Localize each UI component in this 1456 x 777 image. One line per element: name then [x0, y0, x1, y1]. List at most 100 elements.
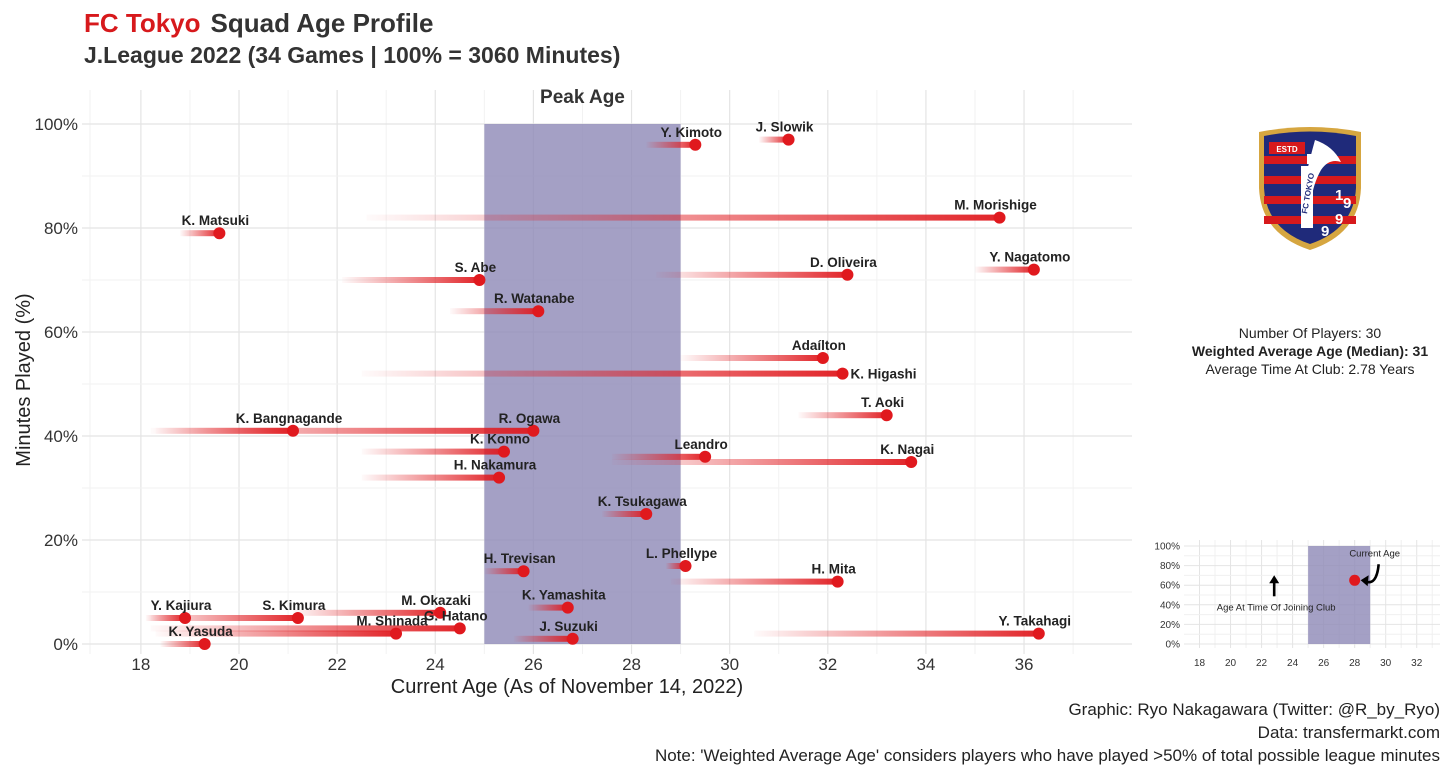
joining-tail: [150, 625, 460, 632]
joining-age-arrowhead: [1269, 575, 1280, 584]
x-tick-label: 18: [131, 655, 150, 674]
player-label: K. Nagai: [880, 442, 934, 457]
joining-tail: [611, 453, 706, 460]
legend-inset-chart: 18 20 22 24 26 28 30 32 0% 20% 40% 60% 80% 100% Curre…: [1154, 540, 1440, 670]
player-point: [640, 508, 653, 520]
player-label: K. Matsuki: [182, 213, 250, 228]
x-tick-label: 30: [720, 655, 739, 674]
player-point: [816, 352, 829, 364]
svg-text:1: 1: [1335, 187, 1343, 204]
x-tick-label: 36: [1015, 655, 1034, 674]
joining-tail: [150, 615, 298, 621]
svg-text:9: 9: [1343, 195, 1351, 212]
chart-caption: Graphic: Ryo Nakagawara (Twitter: @R_by_…: [655, 698, 1440, 767]
peak-age-label: Peak Age: [540, 87, 625, 108]
player-point: [841, 268, 854, 281]
player-point: [679, 560, 692, 572]
inset-x-tick-label: 22: [1256, 658, 1268, 669]
inset-y-tick-label: 40%: [1160, 600, 1180, 611]
player-label: K. Tsukagawa: [598, 494, 688, 509]
inset-axis-ticks: 18 20 22 24 26 28 30 32 0% 20% 40% 60% 80% 100%: [1154, 542, 1422, 670]
joining-tail: [759, 136, 789, 143]
inset-x-tick-label: 32: [1411, 658, 1423, 669]
player-point: [699, 450, 712, 463]
joining-tail: [155, 630, 397, 637]
player-point: [689, 138, 702, 151]
inset-example-point: [1349, 574, 1361, 586]
caption-note: Note: 'Weighted Average Age' considers p…: [654, 746, 1440, 765]
x-tick-label: 32: [818, 655, 837, 674]
player-point: [831, 575, 844, 588]
player-point: [179, 612, 192, 624]
y-tick-label: 0%: [53, 635, 78, 654]
player-point: [286, 424, 299, 437]
joining-tail: [366, 214, 1000, 221]
player-label: M. Shinada: [356, 614, 428, 629]
player-point: [493, 471, 506, 484]
inset-x-tick-label: 26: [1318, 658, 1330, 669]
axis-ticks: 18 20 22 24 26 28 30 32 34 36 0% 20% 40% 60% 80% 100%: [35, 115, 1034, 674]
player-label: M. Morishige: [954, 198, 1037, 213]
x-tick-label: 20: [230, 655, 249, 674]
y-tick-label: 20%: [44, 531, 78, 550]
joining-tail: [602, 511, 647, 517]
y-tick-label: 40%: [44, 427, 78, 446]
player-label: R. Watanabe: [494, 291, 575, 306]
player-label: H. Nakamura: [454, 458, 537, 473]
x-axis-title: Current Age (As of November 14, 2022): [391, 676, 743, 698]
joining-tail: [680, 355, 823, 361]
joining-tail: [665, 563, 686, 569]
inset-y-tick-label: 20%: [1160, 620, 1180, 631]
inset-x-tick-label: 24: [1287, 658, 1299, 669]
joining-tail: [974, 266, 1034, 273]
inset-peak-band: [1308, 546, 1371, 644]
player-label: J. Slowik: [756, 120, 814, 135]
svg-text:ESTD: ESTD: [1276, 145, 1298, 154]
joining-tail: [528, 604, 568, 611]
joining-tail: [754, 630, 1039, 637]
player-point: [213, 227, 226, 240]
joining-tails: [145, 136, 1039, 647]
inset-y-tick-label: 60%: [1160, 581, 1180, 592]
caption-credit: Graphic: Ryo Nakagawara (Twitter: @R_by_…: [1068, 700, 1440, 719]
player-point: [473, 274, 486, 286]
player-point: [782, 133, 795, 146]
joining-tail: [646, 141, 696, 148]
player-label: Leandro: [674, 437, 727, 452]
player-point: [453, 622, 466, 635]
inset-x-tick-label: 18: [1194, 658, 1206, 669]
player-point: [532, 305, 545, 318]
inset-y-tick-label: 100%: [1154, 542, 1180, 553]
stat-average-time-at-club: Average Time At Club: 2.78 Years: [1205, 361, 1415, 377]
x-tick-label: 34: [916, 655, 935, 674]
inset-x-tick-label: 28: [1349, 658, 1361, 669]
player-label: Y. Takahagi: [999, 614, 1072, 629]
player-label: M. Okazaki: [401, 593, 471, 608]
club-crest-logo: ESTD FC TOKYO 1 9 9 9: [1259, 127, 1361, 250]
x-tick-label: 28: [622, 655, 641, 674]
player-point: [390, 627, 403, 640]
player-label: H. Trevisan: [484, 551, 556, 566]
player-label: K. Konno: [470, 432, 530, 447]
chart-subtitle: J.League 2022 (34 Games | 100% = 3060 Mi…: [84, 42, 621, 68]
player-label: K. Bangnagande: [236, 411, 343, 426]
player-point: [1032, 627, 1045, 640]
stat-weighted-average-age: Weighted Average Age (Median): 31: [1191, 343, 1429, 359]
data-points: [179, 133, 1045, 650]
player-label: H. Mita: [811, 562, 856, 577]
player-label: K. Yasuda: [169, 624, 234, 639]
player-point: [434, 606, 447, 619]
joining-tail: [611, 459, 912, 465]
player-point: [905, 456, 918, 468]
player-point: [527, 424, 540, 437]
player-point: [566, 632, 579, 645]
player-label: G. Hatano: [424, 608, 488, 623]
joining-tail: [180, 230, 220, 237]
joining-tail: [160, 641, 205, 647]
y-tick-label: 80%: [44, 219, 78, 238]
inset-x-tick-label: 20: [1225, 658, 1237, 669]
stat-number-of-players: Number Of Players: 30: [1238, 325, 1382, 341]
current-age-label: Current Age: [1349, 548, 1400, 559]
joining-tail: [656, 271, 848, 278]
joining-age-label: Age At Time Of Joining Club: [1217, 602, 1336, 613]
